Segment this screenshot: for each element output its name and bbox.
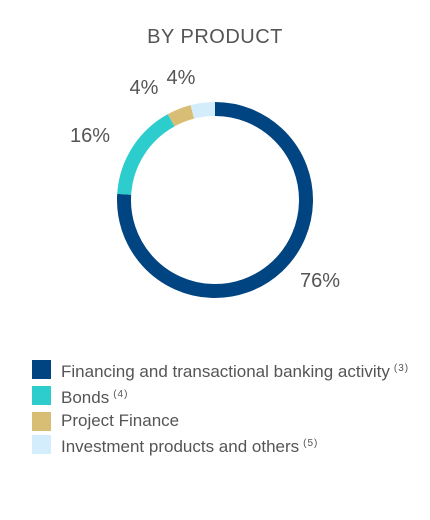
legend-label: Bonds (4) <box>61 388 129 407</box>
legend-swatch <box>32 412 51 431</box>
legend-label: Project Finance <box>61 411 180 430</box>
chart-title: BY PRODUCT <box>147 26 283 48</box>
chart-legend: Financing and transactional banking acti… <box>32 358 412 459</box>
donut-slice-financing-and-transactional-banking-activity <box>117 102 313 298</box>
donut-slice-bonds <box>117 114 175 195</box>
legend-item-financing-and-transactional-banking-activity: Financing and transactional banking acti… <box>32 358 412 382</box>
legend-swatch <box>32 360 51 379</box>
legend-item-project-finance: Project Finance <box>32 410 412 431</box>
donut-slice-project-finance <box>167 105 195 127</box>
slice-value-label-bonds: 16% <box>70 125 110 147</box>
legend-item-investment-products-and-others: Investment products and others (5) <box>32 433 412 457</box>
legend-footnote: (4) <box>113 389 129 400</box>
legend-label: Financing and transactional banking acti… <box>61 362 410 381</box>
slice-value-label-investment-products-and-others: 4% <box>167 67 196 89</box>
donut-chart: 76% 16% 4% 4% <box>70 67 340 298</box>
legend-swatch <box>32 435 51 454</box>
slice-value-label-financing-and-transactional-banking-activity: 76% <box>300 270 340 292</box>
donut-slice-investment-products-and-others <box>190 102 216 119</box>
legend-label: Investment products and others (5) <box>61 437 319 456</box>
legend-footnote: (5) <box>303 438 319 449</box>
slice-value-label-project-finance: 4% <box>130 77 159 99</box>
legend-footnote: (3) <box>393 363 410 374</box>
legend-swatch <box>32 386 51 405</box>
legend-item-bonds: Bonds (4) <box>32 384 412 408</box>
